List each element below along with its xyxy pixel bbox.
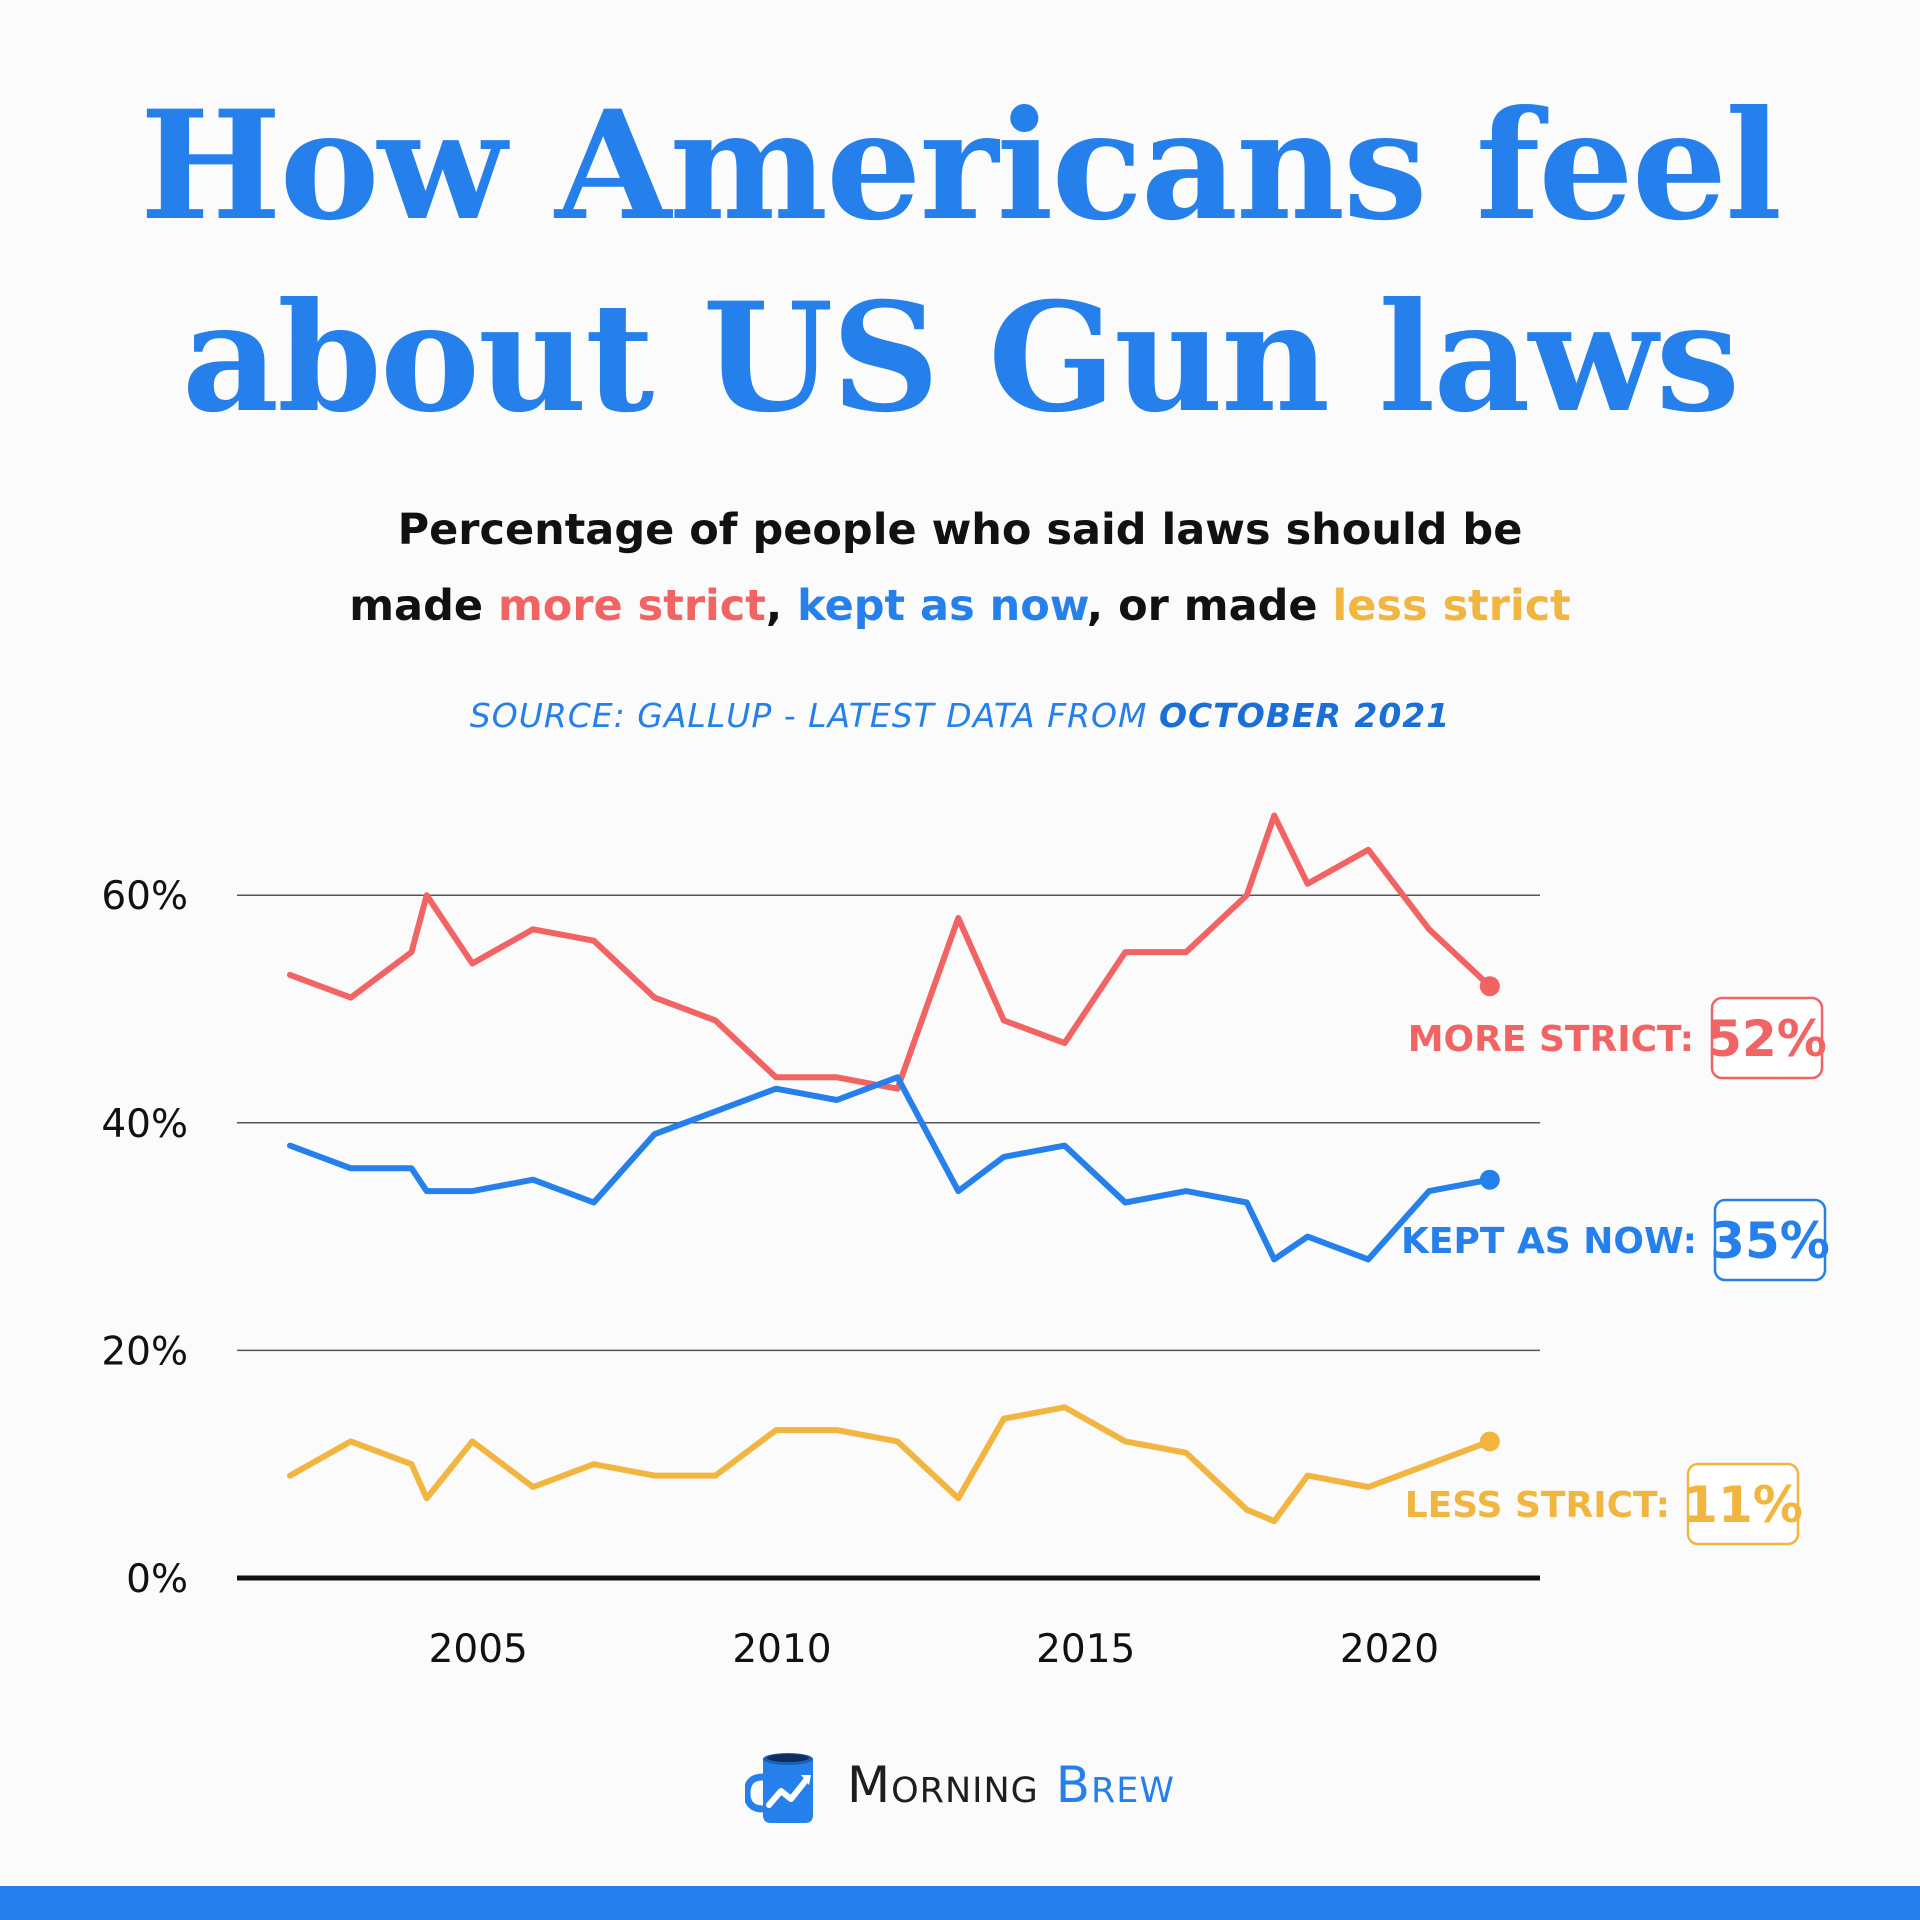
callout-box-less-strict <box>1686 1462 1800 1546</box>
series-line-less-strict <box>287 1404 1493 1525</box>
callout-value-more-strict: 52% <box>1707 1010 1827 1068</box>
series-end-point-more-strict <box>1479 976 1500 997</box>
subtitle-made: made <box>349 581 498 631</box>
axis-layer: 0% 20% 40% 60% 2005 2010 2015 2020 <box>101 874 1439 1672</box>
x-tick-label: 2005 <box>429 1627 528 1672</box>
series-layer <box>287 812 1500 1525</box>
x-tick-label: 2015 <box>1036 1627 1135 1672</box>
subtitle-more-strict: more strict <box>498 581 766 631</box>
callout-value-kept-as-now: 35% <box>1710 1212 1830 1270</box>
logo-word-morning: Morning <box>846 1756 1039 1814</box>
title-line-1: How Americans feel <box>139 78 1782 254</box>
chart-subtitle: Percentage of people who said laws shoul… <box>0 492 1920 644</box>
y-tick-label: 20% <box>101 1329 188 1374</box>
series-end-point-kept-as-now <box>1479 1169 1500 1190</box>
subtitle-kept-as-now: kept as now <box>797 581 1087 631</box>
y-tick-label: 60% <box>101 874 188 919</box>
logo-word-brew: Brew <box>1055 1756 1176 1814</box>
grid-layer <box>237 894 1540 1581</box>
page-title: How Americans feel about US Gun laws <box>0 70 1920 454</box>
source-prefix: SOURCE: GALLUP - LATEST DATA FROM <box>469 696 1159 735</box>
subtitle-line-1: Percentage of people who said laws shoul… <box>397 505 1523 555</box>
y-tick-label: 0% <box>126 1557 188 1602</box>
callout-label-less-strict: LESS STRICT: <box>1405 1485 1670 1526</box>
subtitle-comma: , <box>765 581 798 631</box>
subtitle-or-made: , or made <box>1086 581 1333 631</box>
title-line-2: about US Gun laws <box>181 270 1740 446</box>
callout-value-less-strict: 11% <box>1683 1476 1803 1534</box>
subtitle-line-2: made more strict, kept as now, or made l… <box>0 568 1920 644</box>
source-date: OCTOBER 2021 <box>1158 696 1451 735</box>
subtitle-less-strict: less strict <box>1332 581 1571 631</box>
source-note: SOURCE: GALLUP - LATEST DATA FROM OCTOBE… <box>0 696 1920 735</box>
y-tick-label: 40% <box>101 1102 188 1147</box>
brand-logo: Morning Brew <box>0 1745 1920 1825</box>
callout-label-more-strict: MORE STRICT: <box>1408 1019 1694 1060</box>
x-tick-label: 2010 <box>732 1627 831 1672</box>
mug-chart-icon <box>744 1753 813 1823</box>
x-tick-label: 2020 <box>1340 1627 1439 1672</box>
logo-text: Morning Brew <box>847 1756 1175 1814</box>
callout-label-kept-as-now: KEPT AS NOW: <box>1401 1221 1697 1262</box>
bottom-accent-bar <box>0 1886 1920 1920</box>
series-line-kept-as-now <box>287 1074 1493 1263</box>
callout-box-more-strict <box>1710 996 1824 1080</box>
series-line-more-strict <box>287 812 1493 1092</box>
callout-layer: MORE STRICT: 52% KEPT AS NOW: 35% LESS STRIC… <box>1401 996 1830 1546</box>
series-end-point-less-strict <box>1479 1431 1500 1452</box>
callout-box-kept-as-now <box>1713 1198 1827 1282</box>
